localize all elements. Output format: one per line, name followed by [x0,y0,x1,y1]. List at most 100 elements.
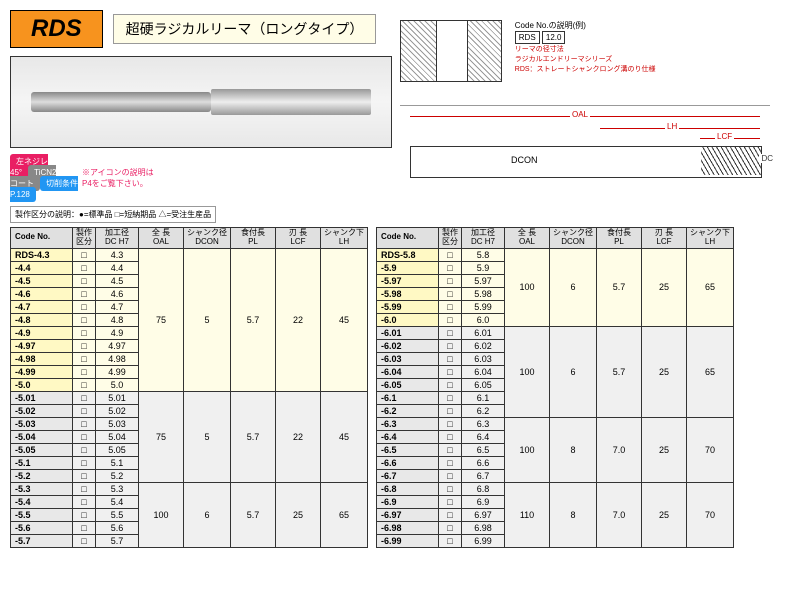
column-header: 食付長 PL [597,228,642,249]
column-header: 全 長 OAL [139,228,184,249]
status-cell: □ [73,274,96,287]
dcon-cell: 8 [550,482,597,547]
status-cell: □ [73,495,96,508]
table-row: -6.3□6.310087.02570 [377,417,734,430]
code-cell: -5.3 [11,482,73,495]
lh-cell: 65 [687,248,734,326]
dc-cell: 6.01 [462,326,505,339]
column-header: 刃 長 LCF [642,228,687,249]
dc-cell: 5.0 [96,378,139,391]
code-cell: RDS-4.3 [11,248,73,261]
dc-cell: 5.2 [96,469,139,482]
code-cell: -6.01 [377,326,439,339]
status-cell: □ [439,417,462,430]
status-cell: □ [73,365,96,378]
status-cell: □ [73,352,96,365]
badge-note: ※アイコンの説明は P4をご覧下さい。 [82,167,154,189]
status-cell: □ [73,456,96,469]
dc-cell: 4.7 [96,300,139,313]
status-cell: □ [439,456,462,469]
code-cell: -6.7 [377,469,439,482]
pl-cell: 5.7 [597,248,642,326]
status-cell: □ [73,248,96,261]
product-image [10,56,392,148]
code-cell: -4.7 [11,300,73,313]
dc-cell: 4.9 [96,326,139,339]
code-cell: -5.0 [11,378,73,391]
spec-table-1: Code No.製作 区分加工径 DC H7全 長 OALシャンク径 DCON食… [10,227,368,548]
code-cell: -6.6 [377,456,439,469]
dc-cell: 6.2 [462,404,505,417]
code-cell: -6.02 [377,339,439,352]
status-cell: □ [73,430,96,443]
table-row: -6.01□6.0110065.72565 [377,326,734,339]
column-header: 全 長 OAL [505,228,550,249]
code-cell: -5.05 [11,443,73,456]
code-cell: -5.7 [11,534,73,547]
dc-cell: 5.97 [462,274,505,287]
top-right-diagrams: Code No.の説明(例) RDS 12.0 リーマの径寸法 ラジカルエンドリ… [400,20,780,196]
status-cell: □ [73,300,96,313]
pl-cell: 5.7 [231,248,276,391]
code-cell: -6.5 [377,443,439,456]
dc-cell: 6.02 [462,339,505,352]
code-cell: -5.6 [11,521,73,534]
code-cell: -4.5 [11,274,73,287]
status-cell: □ [73,287,96,300]
status-cell: □ [439,365,462,378]
status-cell: □ [439,352,462,365]
dc-cell: 6.4 [462,430,505,443]
status-cell: □ [73,261,96,274]
table-row: -5.01□5.017555.72245 [11,391,368,404]
dc-cell: 4.4 [96,261,139,274]
status-cell: □ [439,469,462,482]
code-cell: -4.99 [11,365,73,378]
status-cell: □ [439,404,462,417]
code-cell: -6.9 [377,495,439,508]
status-cell: □ [73,404,96,417]
dc-cell: 6.7 [462,469,505,482]
dc-cell: 6.04 [462,365,505,378]
legend: 製作区分の説明：●=標準品 □=短納期品 △=受注生産品 [10,206,216,223]
status-cell: □ [73,378,96,391]
code-cell: -5.02 [11,404,73,417]
status-cell: □ [439,534,462,547]
pl-cell: 5.7 [231,391,276,482]
dcon-cell: 5 [184,248,231,391]
oal-cell: 75 [139,248,184,391]
code-cell: -6.97 [377,508,439,521]
status-cell: □ [73,391,96,404]
status-cell: □ [439,326,462,339]
code-cell: -6.03 [377,352,439,365]
lh-cell: 70 [687,417,734,482]
dc-cell: 6.97 [462,508,505,521]
code-cell: -5.98 [377,287,439,300]
code-cell: -5.04 [11,430,73,443]
column-header: シャンク下 LH [321,228,368,249]
column-header: 加工径 DC H7 [96,228,139,249]
dcon-cell: 6 [550,326,597,417]
oal-cell: 110 [505,482,550,547]
pl-cell: 5.7 [597,326,642,417]
dc-cell: 6.6 [462,456,505,469]
code-cell: -4.6 [11,287,73,300]
dimension-diagram: OAL LH LCF DCON DC [400,105,770,196]
dc-cell: 4.98 [96,352,139,365]
dc-cell: 5.99 [462,300,505,313]
dc-cell: 5.6 [96,521,139,534]
lcf-cell: 25 [642,417,687,482]
oal-cell: 100 [505,326,550,417]
dc-cell: 6.99 [462,534,505,547]
dc-cell: 5.01 [96,391,139,404]
status-cell: □ [439,508,462,521]
pl-cell: 5.7 [231,482,276,547]
code-cell: -5.97 [377,274,439,287]
column-header: 加工径 DC H7 [462,228,505,249]
dc-cell: 5.4 [96,495,139,508]
lcf-cell: 25 [642,326,687,417]
status-cell: □ [439,482,462,495]
lcf-cell: 22 [276,391,321,482]
dc-cell: 6.8 [462,482,505,495]
code-example: Code No.の説明(例) RDS 12.0 リーマの径寸法 ラジカルエンドリ… [515,20,656,74]
dc-cell: 6.98 [462,521,505,534]
